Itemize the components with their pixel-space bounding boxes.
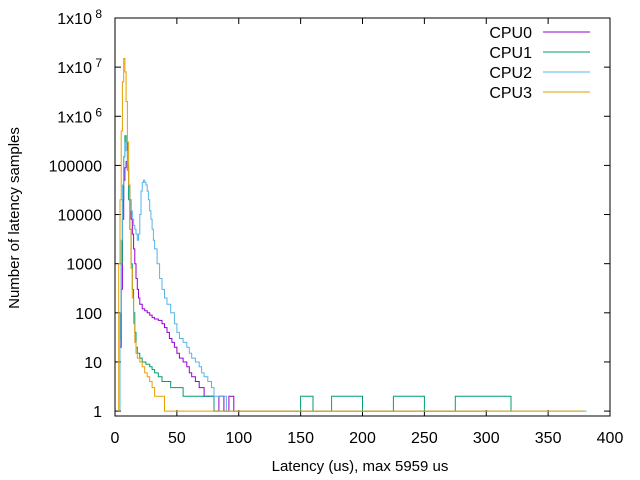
y-tick-label: 1x10 6 <box>57 105 102 126</box>
y-tick-label: 1000 <box>66 257 102 274</box>
y-tick-label: 1x10 8 <box>57 7 102 28</box>
x-tick-label: 350 <box>535 430 562 447</box>
x-tick-label: 300 <box>473 430 500 447</box>
tick-marks <box>114 17 611 416</box>
series-cpu2-line <box>119 141 587 412</box>
x-tick-label: 50 <box>168 430 186 447</box>
y-axis-label: Number of latency samples <box>6 127 23 309</box>
plot-frame <box>114 17 611 417</box>
series-cpu1-line <box>119 135 513 412</box>
y-tick-label: 100000 <box>49 158 102 175</box>
x-tick-label: 100 <box>225 430 252 447</box>
x-tick-labels: 0 50 100 150 200 250 300 350 400 <box>111 430 624 447</box>
x-tick-label: 150 <box>287 430 314 447</box>
x-tick-label: 0 <box>111 430 120 447</box>
y-tick-label: 1x10 7 <box>57 56 102 77</box>
legend: CPU0 CPU1 CPU2 CPU3 <box>489 25 590 102</box>
legend-label-cpu2: CPU2 <box>489 65 532 82</box>
x-tick-label: 200 <box>349 430 376 447</box>
series-cpu0-line <box>119 161 488 412</box>
x-tick-label: 250 <box>411 430 438 447</box>
legend-label-cpu1: CPU1 <box>489 45 532 62</box>
x-axis-label: Latency (us), max 5959 us <box>272 458 449 475</box>
y-tick-labels: 1 10 100 1000 10000 100000 1x10 6 1x10 7 1x10 8 <box>49 7 103 421</box>
series-lines <box>118 58 587 412</box>
y-tick-label: 1 <box>93 404 102 421</box>
y-tick-label: 10 <box>84 355 102 372</box>
legend-label-cpu0: CPU0 <box>489 25 532 42</box>
legend-label-cpu3: CPU3 <box>489 85 532 102</box>
y-tick-label: 100 <box>75 306 102 323</box>
series-cpu3-line <box>118 58 584 412</box>
y-tick-label: 10000 <box>58 208 103 225</box>
x-tick-label: 400 <box>597 430 624 447</box>
